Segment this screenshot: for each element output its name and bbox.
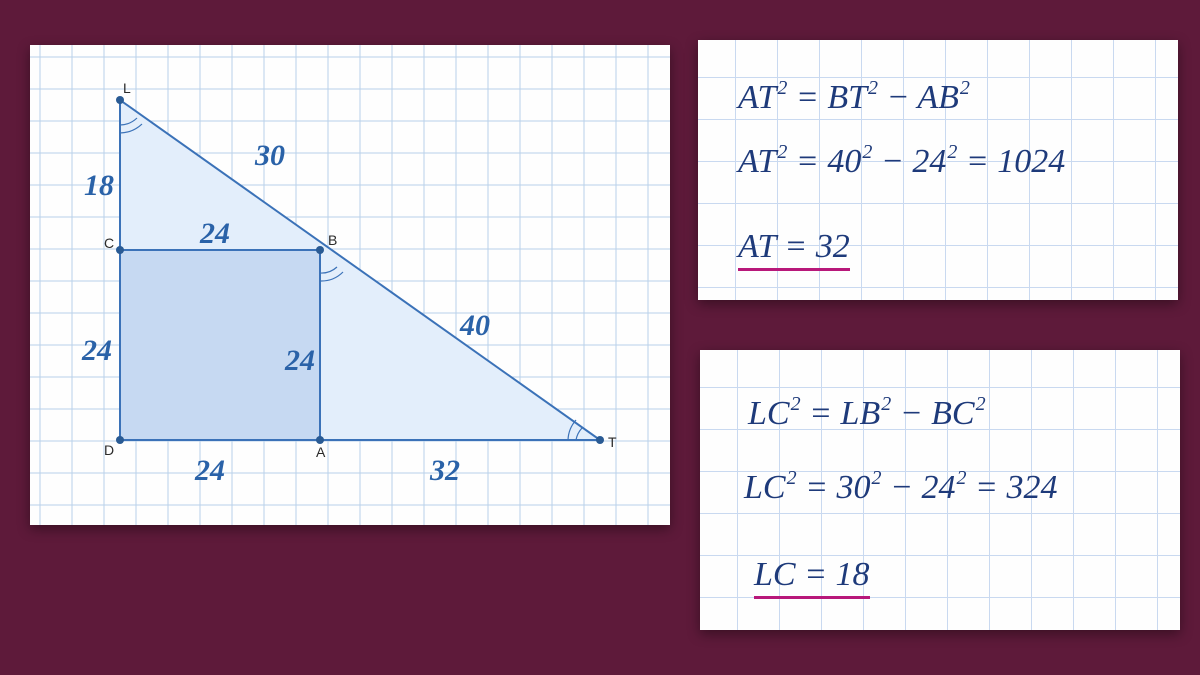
vertex-a: [316, 436, 324, 444]
label-b: B: [328, 232, 337, 248]
dim-da: 24: [194, 454, 225, 487]
note-panel-1: AT2 = BT2 − AB2 AT2 = 402 − 242 = 1024 AT …: [698, 40, 1178, 300]
dim-ba: 24: [284, 344, 315, 377]
note1-line-0: AT2 = BT2 − AB2: [738, 78, 970, 115]
vertex-l: [116, 96, 124, 104]
note1-line-2: AT = 32: [738, 230, 850, 271]
dim-bt: 40: [459, 309, 490, 342]
vertex-d: [116, 436, 124, 444]
geometry-panel: L C B D A T 18 30 24 40 24 24 24 32: [30, 45, 670, 525]
label-c: C: [104, 235, 114, 251]
label-a: A: [316, 444, 326, 460]
vertex-t: [596, 436, 604, 444]
note2-line-1: LC2 = 302 − 242 = 324: [744, 468, 1057, 505]
note-panel-2: LC2 = LB2 − BC2 LC2 = 302 − 242 = 324 LC =…: [700, 350, 1180, 630]
dim-at: 32: [429, 454, 460, 487]
note2-line-2: LC = 18: [754, 558, 870, 599]
dim-lb: 30: [254, 139, 285, 172]
label-l: L: [123, 80, 131, 96]
vertex-b: [316, 246, 324, 254]
vertex-c: [116, 246, 124, 254]
label-t: T: [608, 434, 617, 450]
dim-cb: 24: [199, 217, 230, 250]
note2-line-0: LC2 = LB2 − BC2: [748, 394, 986, 431]
dim-cd: 24: [81, 334, 112, 367]
note1-line-1: AT2 = 402 − 242 = 1024: [738, 142, 1065, 179]
dim-lc: 18: [84, 169, 114, 202]
label-d: D: [104, 442, 114, 458]
geometry-svg: L C B D A T 18 30 24 40 24 24 24 32: [30, 45, 670, 525]
